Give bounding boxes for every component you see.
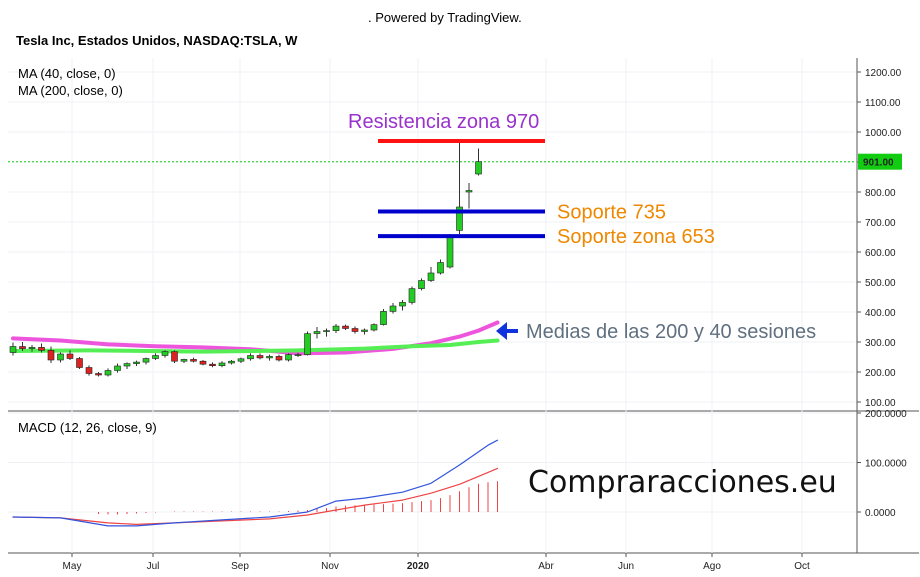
candle-body — [47, 350, 55, 361]
candle-body — [266, 356, 273, 359]
candle-body — [237, 358, 245, 362]
ma40-line — [11, 338, 500, 354]
candle-body — [313, 331, 321, 334]
macd-legend[interactable]: MACD (12, 26, close, 9) — [18, 420, 157, 435]
time-tick-label: Jul — [147, 561, 160, 572]
candle-body — [399, 302, 406, 307]
ma-annotation-label: Medias de las 200 y 40 sesiones — [526, 321, 816, 343]
candle-body — [304, 333, 311, 355]
candle-body — [351, 328, 359, 332]
candle-body — [408, 288, 416, 303]
price-tick-label: 200.00 — [865, 368, 896, 379]
candle-body — [66, 353, 74, 359]
last-price-label-bg — [858, 153, 902, 170]
price-tick-label: 400.00 — [865, 308, 896, 319]
time-tick-label: Ago — [703, 561, 721, 572]
candle-body — [389, 305, 397, 312]
candle-body — [456, 206, 463, 231]
candle-body — [161, 351, 169, 356]
price-tick-label: 1000.00 — [865, 128, 902, 139]
candle-body — [85, 367, 93, 374]
time-tick-label: 2020 — [407, 561, 430, 572]
last-price-label: 901.00 — [863, 158, 894, 169]
time-tick-label: May — [63, 561, 82, 572]
time-tick-label: Oct — [794, 561, 810, 572]
symbol-title: Tesla Inc, Estados Unidos, NASDAQ:TSLA, … — [16, 33, 298, 48]
candle-body — [332, 325, 340, 331]
support-label: Soporte zona 653 — [557, 226, 715, 248]
candle-body — [209, 363, 216, 367]
candle-body — [256, 355, 264, 359]
candle-body — [171, 351, 178, 362]
candle-body — [323, 330, 330, 332]
candle-body — [38, 347, 45, 351]
price-tick-label: 600.00 — [865, 248, 896, 259]
price-tick-label: 500.00 — [865, 278, 896, 289]
price-tick-label: 700.00 — [865, 218, 896, 229]
macd-tick-label: 0.0000 — [865, 508, 896, 519]
candle-body — [294, 354, 302, 356]
candle-body — [418, 280, 425, 289]
ma40-legend[interactable]: MA (40, close, 0) — [18, 66, 116, 81]
price-tick-label: 1200.00 — [865, 68, 902, 79]
candle-body — [446, 236, 454, 268]
candle-body — [9, 346, 17, 353]
candle-body — [142, 358, 150, 363]
candle-body — [123, 363, 131, 367]
time-tick-label: Abr — [538, 561, 554, 572]
support-label: Soporte 735 — [557, 202, 666, 224]
price-tick-label: 300.00 — [865, 338, 896, 349]
candle-body — [114, 365, 121, 371]
time-tick-label: Nov — [321, 561, 339, 572]
candle-body — [133, 361, 140, 364]
price-tick-label: 1100.00 — [865, 98, 901, 109]
time-tick-label: Sep — [231, 561, 249, 572]
candle-body — [104, 370, 112, 376]
candle-body — [285, 354, 292, 361]
candle-body — [228, 360, 235, 364]
candle-body — [370, 324, 378, 331]
candle-body — [361, 329, 368, 332]
candle-body — [199, 360, 207, 365]
time-tick-label: Jun — [618, 561, 634, 572]
macd-tick-label: 200.0000 — [865, 409, 907, 420]
candle-body — [275, 356, 283, 361]
candle-body — [28, 347, 36, 349]
candle-body — [19, 346, 26, 349]
candle-body — [152, 355, 159, 359]
candle-body — [57, 353, 64, 361]
candle-body — [95, 373, 102, 376]
candle-body — [437, 262, 444, 274]
resistance-label: Resistencia zona 970 — [348, 111, 539, 133]
candle-body — [342, 325, 349, 329]
powered-by-text: . Powered by TradingView. — [368, 10, 522, 25]
macd-tick-label: 100.0000 — [865, 459, 907, 470]
candle-body — [76, 358, 83, 368]
annotation-arrow-head — [496, 322, 507, 340]
macd-line — [12, 439, 499, 527]
candle-body — [218, 362, 226, 366]
ma200-legend[interactable]: MA (200, close, 0) — [18, 83, 123, 98]
candle-body — [427, 272, 435, 281]
price-tick-label: 100.00 — [865, 398, 896, 409]
watermark-text: Compraracciones.eu — [528, 465, 837, 500]
candle-body — [190, 359, 197, 362]
macd-signal-line — [12, 467, 499, 525]
price-tick-label: 800.00 — [865, 188, 896, 199]
candle-body — [180, 359, 188, 362]
candle-body — [380, 311, 387, 325]
candle-body — [465, 190, 473, 193]
candle-body — [475, 161, 482, 175]
candle-body — [247, 355, 254, 360]
